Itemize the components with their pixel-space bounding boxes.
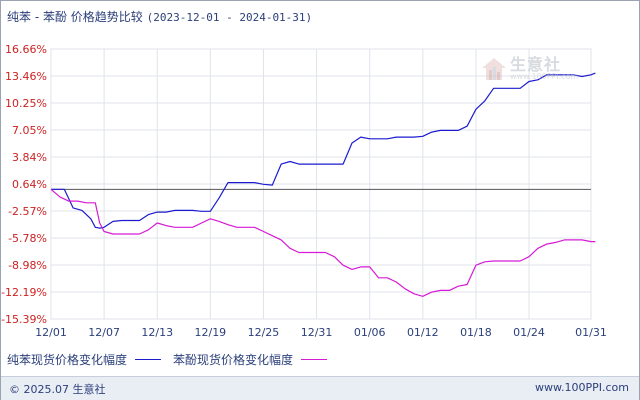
y-tick-label: 0.64% [12, 178, 47, 191]
legend-swatch-benzene [135, 359, 162, 360]
x-tick-label: 12/31 [301, 326, 333, 339]
site-url-link[interactable]: www.100PPI.com [535, 381, 629, 394]
y-tick-label: -2.57% [8, 205, 47, 218]
y-tick-label: -8.98% [8, 259, 47, 272]
legend-label-benzene: 纯苯现货价格变化幅度 [7, 353, 128, 367]
footer-bar: © 2025.07 生意社 www.100PPI.com [1, 376, 639, 400]
y-tick-label: 10.25% [5, 97, 47, 110]
x-tick-label: 12/25 [248, 326, 280, 339]
y-tick-label: 7.05% [12, 124, 47, 137]
chart-legend: 纯苯现货价格变化幅度 苯酚现货价格变化幅度 [7, 351, 339, 368]
legend-label-phenol: 苯酚现货价格变化幅度 [173, 353, 294, 367]
x-tick-label: 12/19 [194, 326, 226, 339]
y-tick-label: -12.19% [1, 286, 47, 299]
series-line-benzene [51, 72, 596, 229]
copyright-text: © 2025.07 生意社 [9, 383, 106, 396]
chart-title-date-range: (2023-12-01 - 2024-01-31) [146, 11, 313, 24]
x-tick-label: 01/31 [575, 326, 607, 339]
x-tick-label: 01/18 [460, 326, 492, 339]
y-tick-label: 3.84% [12, 151, 47, 164]
house-logo-icon [482, 58, 506, 80]
watermark-logo: 生意社 www.100PPI.com [481, 57, 578, 81]
legend-swatch-phenol [301, 359, 328, 360]
series-line-phenol [50, 188, 596, 297]
watermark-url: www.100PPI.com [510, 72, 579, 81]
x-tick-label: 12/07 [88, 326, 120, 339]
y-tick-label: 13.46% [5, 70, 47, 83]
chart-title-products: 纯苯 - 苯酚 价格趋势比较 [7, 10, 143, 24]
watermark-name: 生意社 [510, 55, 562, 74]
y-tick-label: 16.66% [5, 43, 47, 56]
x-tick-label: 01/06 [354, 326, 386, 339]
x-tick-label: 01/12 [407, 326, 439, 339]
chart-title: 纯苯 - 苯酚 价格趋势比较 (2023-12-01 - 2024-01-31) [7, 8, 312, 25]
x-tick-label: 12/13 [141, 326, 173, 339]
x-tick-label: 12/01 [35, 326, 67, 339]
price-trend-chart: 16.66% 13.46% 10.25% 7.05% 3.84% 0.64% -2.57% -… [1, 43, 607, 339]
x-tick-label: 01/24 [513, 326, 545, 339]
y-tick-label: -15.39% [1, 313, 47, 326]
y-tick-label: -5.78% [8, 232, 47, 245]
